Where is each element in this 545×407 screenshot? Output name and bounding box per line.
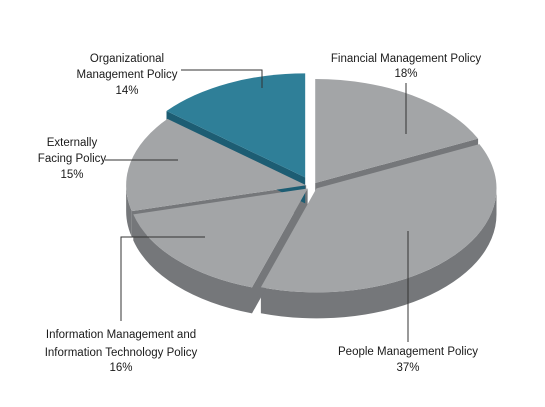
slice-percent-label: 14% [115,85,138,97]
slice-name-label: Information Technology Policy [45,347,198,359]
slice-percent-label: 16% [109,362,132,374]
slice-name-label: People Management Policy [338,346,478,358]
slice-name-label: Organizational [90,53,164,65]
slice-information-management-and-information-technology-policy [133,188,308,288]
slice-financial-management-policy [315,78,479,183]
label-people-management-policy: People Management Policy 37% [338,231,478,374]
slice-name-label: Management Policy [77,69,178,81]
slice-name-label: Information Management and [46,329,196,341]
slice-side-people-management-policy [260,188,497,319]
slice-organizational-management-policy [166,73,306,178]
slice-externally-facing-policy [126,118,307,212]
slice-name-label: Financial Management Policy [331,53,481,65]
pie-top-faces [126,73,497,293]
slice-name-label: Facing Policy [38,153,107,165]
slice-percent-label: 15% [60,169,83,181]
slice-percent-label: 18% [394,68,417,80]
leader-line [181,69,263,88]
label-financial-management-policy: Financial Management Policy 18% [331,53,481,134]
slice-people-management-policy [260,144,497,293]
slice-side-information-management-and-information-technology-policy [133,214,253,314]
label-organizational-management-policy: Organizational Management Policy 14% [77,53,263,97]
slice-side-externally-facing-policy [126,185,132,238]
slice-name-label: Externally [47,137,98,149]
label-information-management-and-information-technology-policy: Information Management and Information Te… [45,236,205,374]
slice-percent-label: 37% [396,362,419,374]
leader-line [120,236,205,321]
label-externally-facing-policy: Externally Facing Policy 15% [38,137,178,181]
